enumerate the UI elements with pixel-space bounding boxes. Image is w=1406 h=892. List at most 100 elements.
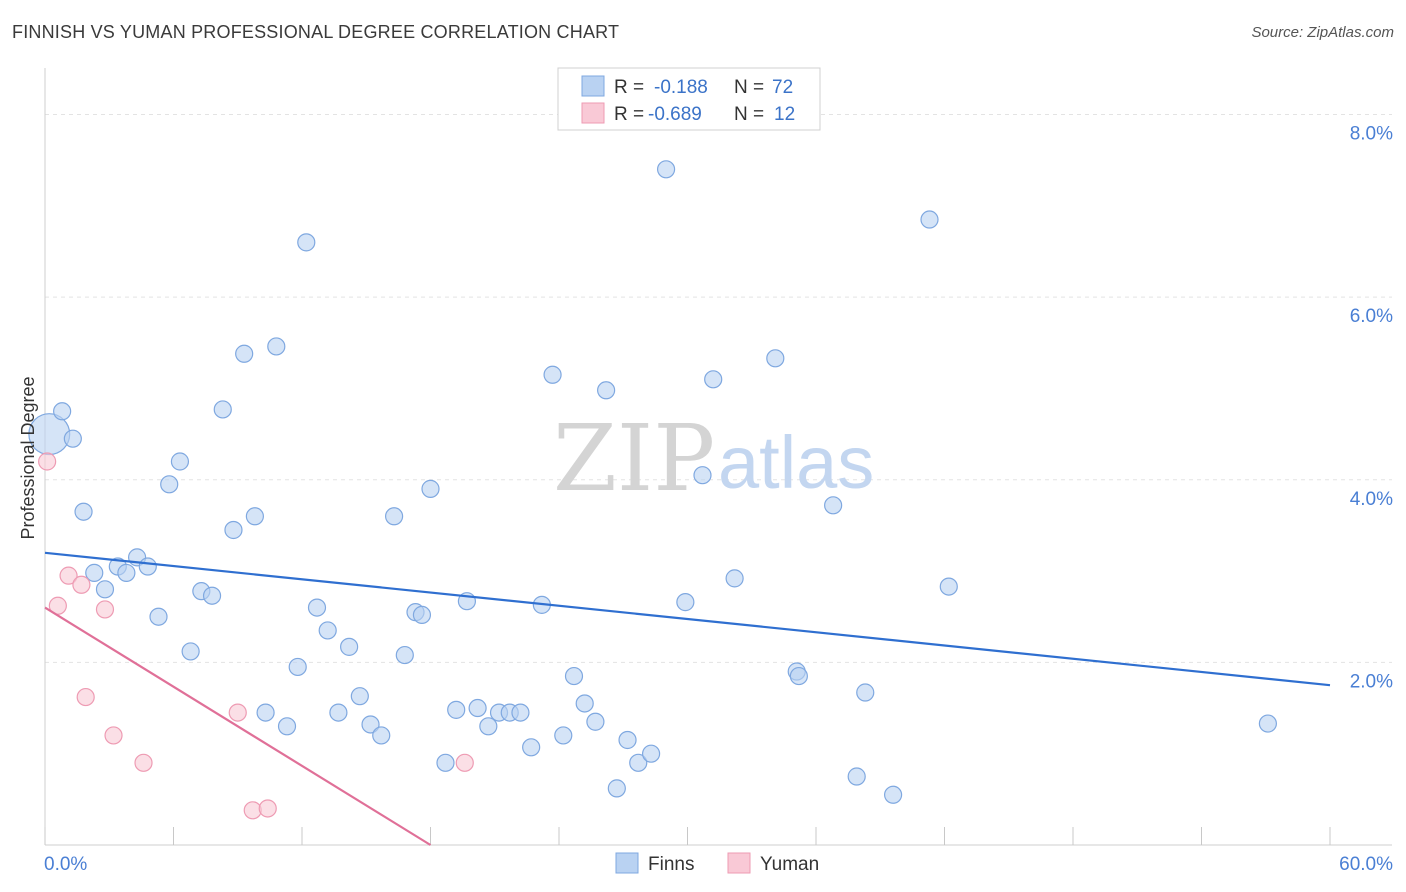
finns-point <box>202 586 222 605</box>
finns-point <box>564 666 584 686</box>
bottom-legend-swatch-yuman <box>727 852 751 874</box>
legend-n-value-finns: 72 <box>772 77 793 98</box>
finns-point <box>421 479 440 498</box>
finns-point <box>256 703 275 722</box>
finns-point <box>85 563 104 582</box>
finns-point <box>543 365 562 384</box>
finns-point <box>318 621 337 640</box>
y-tick-label: 8.0% <box>1350 124 1393 145</box>
finns-point <box>676 593 695 612</box>
finns-point <box>656 160 676 179</box>
finns-point <box>297 233 316 252</box>
finns-point <box>267 337 286 356</box>
legend-r-label-yuman: R = <box>614 104 644 125</box>
finns-point <box>288 657 307 677</box>
legend-swatch-finns <box>581 75 605 97</box>
yuman-point <box>243 801 262 820</box>
finns-point <box>138 557 157 576</box>
finns-point <box>395 645 414 665</box>
finns-point <box>586 712 605 731</box>
finns-point <box>511 703 530 722</box>
yuman-point <box>59 566 78 585</box>
finns-point <box>468 698 487 718</box>
yuman-point <box>455 753 474 772</box>
finns-point <box>641 744 661 763</box>
finns-point <box>522 738 541 757</box>
finns-point <box>372 726 391 745</box>
legend-n-label-finns: N = <box>734 77 764 98</box>
source-credit: Source: ZipAtlas.com <box>1251 24 1394 41</box>
legend-n-label-yuman: N = <box>734 104 764 125</box>
finns-point <box>213 400 232 419</box>
finns-point <box>575 694 594 713</box>
yuman-point <box>228 703 247 722</box>
finns-point <box>117 563 136 582</box>
finns-point <box>149 607 168 626</box>
finns-point <box>361 715 380 734</box>
finns-point <box>95 580 115 599</box>
finns-point <box>607 779 626 798</box>
finns-point <box>224 520 243 540</box>
finns-point <box>340 637 359 656</box>
watermark-zip: ZIP <box>553 405 715 512</box>
bottom-legend: Finns Yuman <box>615 852 819 875</box>
bottom-legend-swatch-finns <box>615 852 639 874</box>
gridlines <box>45 114 1392 663</box>
finns-point <box>74 502 93 521</box>
trendlines <box>44 551 1331 846</box>
finns-point <box>277 717 297 736</box>
finns-point <box>883 785 903 804</box>
x-tick-label-max: 60.0% <box>1339 854 1393 875</box>
finns-point <box>939 577 958 596</box>
finns-point <box>597 381 616 400</box>
legend-r-label-finns: R = <box>614 77 644 98</box>
finns-point <box>629 753 648 772</box>
yuman-trendline <box>44 606 432 846</box>
bottom-legend-label-finns: Finns <box>648 854 694 875</box>
y-axis-label: Professional Degree <box>18 376 38 539</box>
yuman-point <box>38 452 57 471</box>
finns-point <box>479 717 498 736</box>
bottom-legend-label-yuman: Yuman <box>760 854 819 875</box>
finns-point <box>856 683 875 702</box>
yuman-point <box>95 600 115 619</box>
finns-point <box>160 475 179 494</box>
finns-point <box>329 703 348 722</box>
legend-swatch-yuman <box>581 102 605 124</box>
x-tick-label-min: 0.0% <box>44 854 87 875</box>
yuman-point <box>104 726 123 745</box>
finns-point <box>847 767 866 786</box>
finns-point <box>554 726 573 745</box>
finns-point <box>618 730 637 750</box>
finns-point <box>181 642 200 661</box>
finns-point <box>170 452 190 471</box>
finns-point <box>725 569 744 588</box>
legend-n-value-yuman: 12 <box>774 104 795 125</box>
finns-point <box>824 496 843 515</box>
tick-labels: 2.0% 4.0% 6.0% 8.0% 0.0% 60.0% <box>44 124 1393 875</box>
finns-point <box>412 605 432 625</box>
yuman-point <box>76 687 95 707</box>
finns-point <box>704 370 723 389</box>
chart-title: FINNISH VS YUMAN PROFESSIONAL DEGREE COR… <box>12 22 620 42</box>
finns-point <box>693 466 712 485</box>
finns-point <box>245 507 264 526</box>
watermark-atlas: atlas <box>718 421 874 504</box>
finns-points <box>28 160 1277 804</box>
legend-box: R = -0.188 N = 72 R = -0.689 N = 12 <box>557 67 821 131</box>
finns-point <box>350 687 369 706</box>
yuman-point <box>134 753 153 772</box>
legend-r-value-finns: -0.188 <box>654 77 708 98</box>
finns-point <box>384 507 404 526</box>
finns-point <box>1258 714 1277 733</box>
finns-point <box>766 349 785 368</box>
yuman-point <box>258 799 277 818</box>
finns-point <box>920 210 939 229</box>
legend-r-value-yuman: -0.689 <box>648 104 702 125</box>
y-tick-label: 6.0% <box>1350 306 1393 327</box>
yuman-points <box>38 452 474 820</box>
finns-point <box>63 429 82 448</box>
finns-point <box>307 598 327 617</box>
y-tick-label: 2.0% <box>1350 671 1393 692</box>
